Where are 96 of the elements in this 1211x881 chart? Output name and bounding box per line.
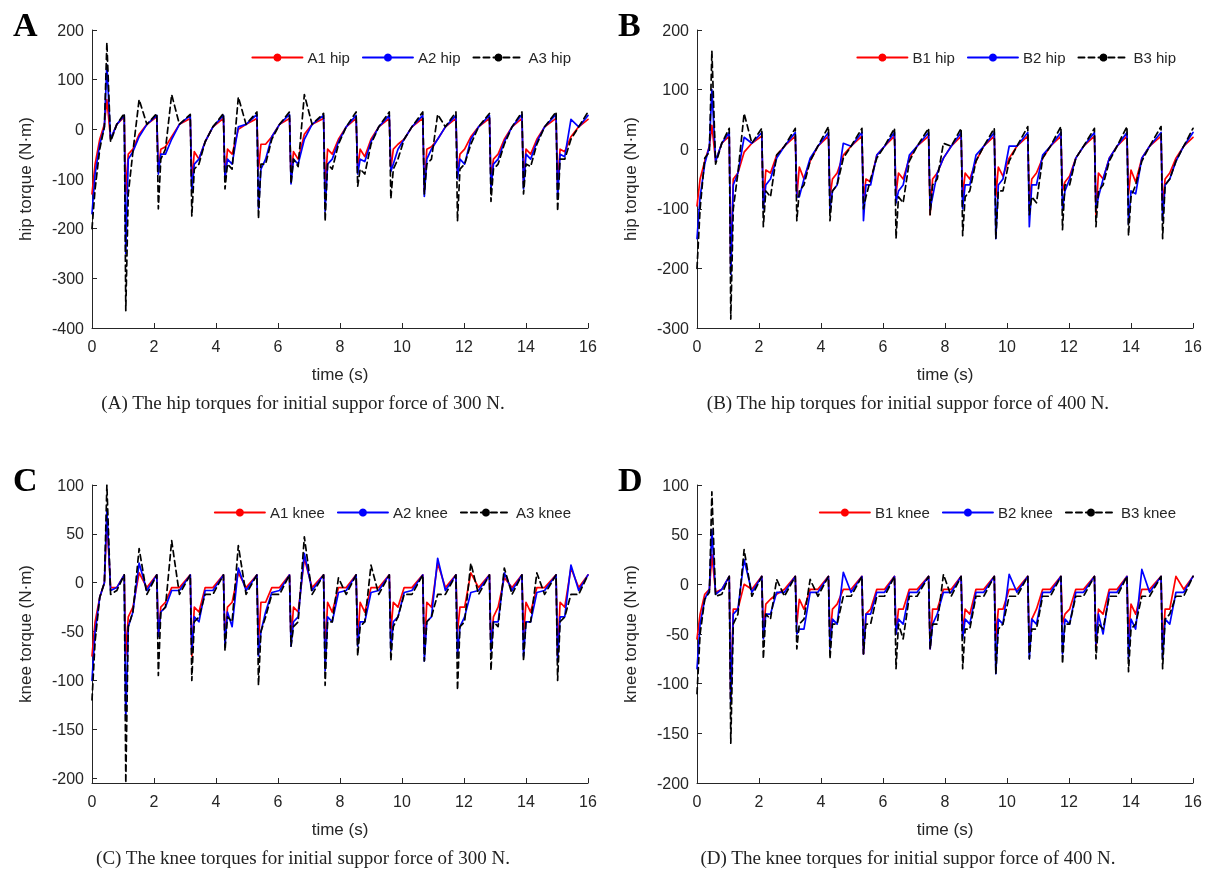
y-tick-label: -100 (51, 170, 85, 188)
x-tick-label: 2 (149, 792, 159, 810)
legend-label: A1 hip (307, 49, 350, 66)
x-tick-label: 16 (1184, 792, 1202, 810)
x-tick-label: 0 (692, 337, 702, 355)
y-tick-label: 100 (57, 476, 85, 494)
y-tick-label: 200 (662, 21, 690, 39)
y-tick-label: -200 (51, 769, 85, 787)
y-axis-title: knee torque (N·m) (621, 565, 640, 703)
line-series (696, 491, 1194, 745)
y-tick-label: -150 (656, 724, 690, 742)
x-tick-label: 8 (940, 792, 950, 810)
x-tick-label: 0 (87, 337, 97, 355)
x-axis-title: time (s) (916, 365, 974, 384)
x-tick-label: 4 (211, 337, 221, 355)
chart-title: C (13, 460, 38, 498)
x-tick-label: 2 (754, 792, 764, 810)
y-tick-label: 100 (57, 71, 85, 89)
x-tick-label: 6 (878, 792, 888, 810)
legend-label: A1 knee (269, 504, 325, 521)
y-tick-label: -50 (60, 623, 85, 641)
x-tick-label: 12 (1060, 337, 1078, 355)
chart-title: D (618, 460, 643, 498)
x-tick-label: 6 (273, 792, 283, 810)
legend-label: A2 hip (417, 49, 461, 66)
legend-label: A3 knee (515, 504, 572, 521)
x-tick-label: 10 (393, 792, 411, 810)
text: (C) The knee torques for initial suppor force of 300 N. (95, 847, 511, 869)
chart-title: A (13, 5, 38, 43)
x-tick-label: 4 (211, 792, 221, 810)
y-tick-label: -150 (51, 720, 85, 738)
y-axis-title: hip torque (N·m) (16, 117, 35, 241)
legend-label: A3 hip (528, 49, 572, 66)
y-tick-label: -300 (656, 319, 690, 337)
y-tick-label: -300 (51, 269, 85, 287)
x-tick-label: 16 (1184, 337, 1202, 355)
x-tick-label: 14 (1122, 792, 1140, 810)
legend-label: B2 hip (1022, 49, 1066, 66)
x-tick-label: 12 (455, 792, 473, 810)
y-tick-label: -100 (51, 671, 85, 689)
line-series (91, 484, 589, 784)
y-tick-label: -50 (665, 625, 690, 643)
x-tick-label: 14 (517, 337, 535, 355)
x-tick-label: 6 (273, 337, 283, 355)
x-tick-label: 12 (455, 337, 473, 355)
legend-label: B1 knee (874, 504, 930, 521)
x-tick-label: 12 (1060, 792, 1078, 810)
x-axis-title: time (s) (311, 365, 369, 384)
y-tick-label: -100 (656, 675, 690, 693)
x-axis-title: time (s) (916, 820, 974, 839)
x-tick-label: 8 (335, 337, 345, 355)
x-tick-label: 14 (1122, 337, 1140, 355)
y-tick-label: 0 (75, 120, 85, 138)
x-tick-label: 0 (87, 792, 97, 810)
legend-label: B3 hip (1133, 49, 1177, 66)
y-tick-label: 200 (57, 21, 85, 39)
x-tick-label: 4 (816, 337, 826, 355)
y-tick-label: 50 (66, 525, 85, 543)
x-tick-label: 8 (335, 792, 345, 810)
legend-label: A2 knee (392, 504, 448, 521)
y-tick-label: -200 (656, 774, 690, 792)
line-series (91, 41, 589, 312)
x-tick-label: 4 (816, 792, 826, 810)
y-tick-label: 100 (662, 476, 690, 494)
x-axis-title: time (s) (311, 820, 369, 839)
x-tick-label: 6 (878, 337, 888, 355)
x-tick-label: 2 (754, 337, 764, 355)
y-tick-label: 0 (75, 574, 85, 592)
legend-label: B3 knee (1120, 504, 1177, 521)
x-tick-label: 10 (998, 337, 1016, 355)
y-tick-label: 0 (680, 575, 690, 593)
line-series (696, 50, 1194, 320)
y-tick-label: -200 (51, 220, 85, 238)
y-axis-title: hip torque (N·m) (621, 117, 640, 241)
x-tick-label: 8 (940, 337, 950, 355)
text: (A) The hip torques for initial suppor force of 300 N. (100, 392, 506, 414)
y-tick-label: -100 (656, 200, 690, 218)
text: (B) The hip torques for initial suppor force of 400 N. (705, 392, 1111, 414)
y-tick-label: 50 (671, 526, 690, 544)
y-tick-label: 100 (662, 81, 690, 99)
y-tick-label: 0 (680, 140, 690, 158)
x-tick-label: 16 (579, 792, 597, 810)
x-tick-label: 0 (692, 792, 702, 810)
y-tick-label: -400 (51, 319, 85, 337)
x-tick-label: 2 (149, 337, 159, 355)
chart-title: B (618, 5, 641, 43)
y-tick-label: -200 (656, 259, 690, 277)
x-tick-label: 10 (998, 792, 1016, 810)
y-axis-title: knee torque (N·m) (16, 565, 35, 703)
legend-label: B1 hip (912, 49, 955, 66)
legend-label: B2 knee (997, 504, 1053, 521)
x-tick-label: 14 (517, 792, 535, 810)
text: (D) The knee torques for initial suppor force of 400 N. (699, 847, 1117, 869)
x-tick-label: 10 (393, 337, 411, 355)
line-series (696, 88, 1194, 276)
x-tick-label: 16 (579, 337, 597, 355)
